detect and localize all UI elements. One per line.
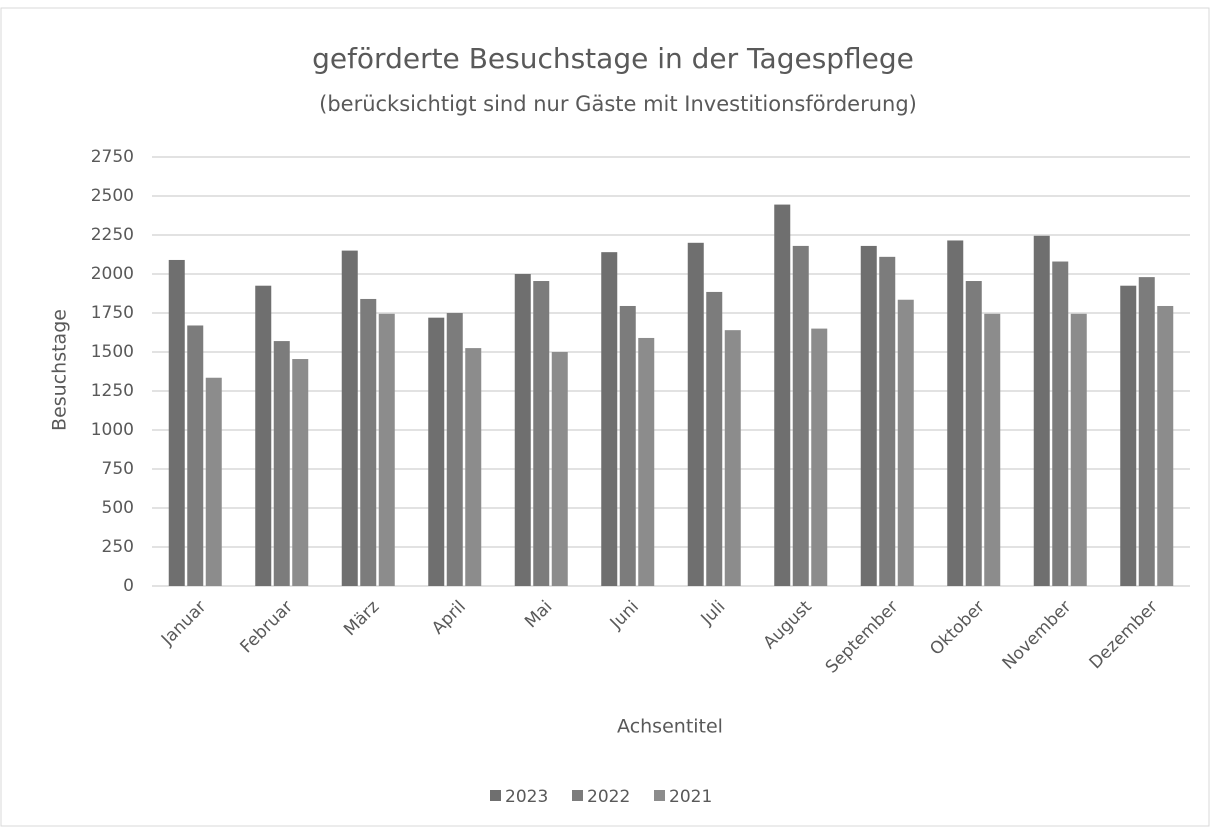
x-axis-label: Achsentitel <box>617 716 723 738</box>
legend-swatch <box>490 790 501 801</box>
bar <box>168 259 185 586</box>
bar <box>1052 261 1069 586</box>
bar <box>860 245 877 587</box>
bar <box>514 274 531 586</box>
bar <box>811 328 828 586</box>
bar <box>465 348 482 586</box>
bar <box>446 313 463 586</box>
y-tick-label: 250 <box>102 537 134 557</box>
bar <box>187 325 204 586</box>
bar <box>341 250 358 586</box>
bar <box>360 298 377 586</box>
y-tick-label: 0 <box>123 576 134 596</box>
bar <box>965 281 982 586</box>
bar <box>706 291 723 586</box>
y-tick-label: 2750 <box>91 147 134 167</box>
bar <box>947 240 964 586</box>
bar <box>1120 285 1137 586</box>
bar <box>638 337 655 586</box>
bar <box>205 377 222 586</box>
y-tick-label: 750 <box>102 459 134 479</box>
bar <box>551 352 568 586</box>
bar <box>724 330 741 586</box>
y-tick-label: 1500 <box>91 342 134 362</box>
y-tick-label: 1250 <box>91 381 134 401</box>
bar <box>255 285 272 586</box>
bar <box>601 252 618 586</box>
bar <box>1157 305 1174 586</box>
bar <box>984 313 1001 586</box>
chart-title: geförderte Besuchstage in der Tagespfleg… <box>312 42 914 75</box>
bar <box>897 299 914 586</box>
legend-swatch <box>654 790 665 801</box>
y-tick-label: 500 <box>102 498 134 518</box>
bar <box>879 256 896 586</box>
y-tick-label: 2500 <box>91 186 134 206</box>
bar <box>1138 277 1155 586</box>
y-tick-label: 2000 <box>91 264 134 284</box>
bar <box>1033 235 1050 586</box>
y-tick-label: 2250 <box>91 225 134 245</box>
legend-swatch <box>572 790 583 801</box>
bar <box>533 281 550 586</box>
bar <box>428 317 445 586</box>
bar <box>619 305 636 586</box>
bar <box>687 242 704 587</box>
legend-label: 2021 <box>669 787 712 807</box>
bar <box>774 204 791 586</box>
y-tick-label: 1750 <box>91 303 134 323</box>
bar <box>273 341 290 586</box>
y-tick-label: 1000 <box>91 420 134 440</box>
legend-label: 2023 <box>505 787 548 807</box>
bar <box>1070 313 1087 586</box>
bar <box>378 313 395 586</box>
y-axis-label: Besuchstage <box>49 309 71 431</box>
bar <box>292 359 309 586</box>
legend-label: 2022 <box>587 787 630 807</box>
chart-subtitle: (berücksichtigt sind nur Gäste mit Inves… <box>319 92 917 116</box>
bar <box>792 245 809 587</box>
